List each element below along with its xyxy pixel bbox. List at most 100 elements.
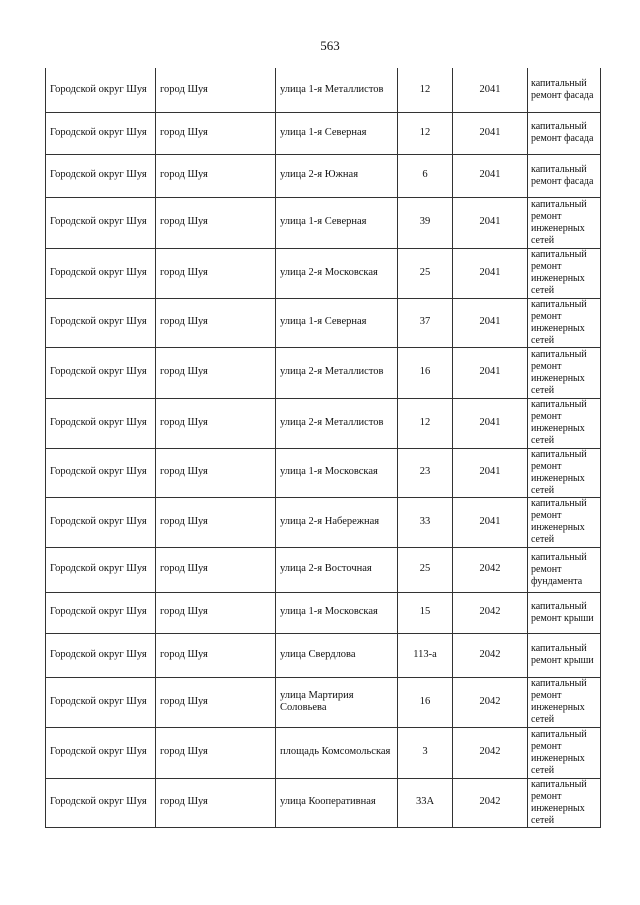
year-cell: 2042 xyxy=(452,726,528,779)
work-type-cell: капитальный ремонт инженерных сетей xyxy=(527,676,601,728)
street-cell: улица 2-я Восточная xyxy=(275,546,398,593)
work-type-cell: капитальный ремонт инженерных сетей xyxy=(527,297,601,348)
table-row: Городской округ Шуя город Шуя улица 1-я Се… xyxy=(45,111,601,155)
street-cell: улица 1-я Северная xyxy=(275,297,398,348)
house-number-cell: 3 xyxy=(397,726,453,779)
year-cell: 2042 xyxy=(452,777,528,828)
year-cell: 2042 xyxy=(452,676,528,728)
work-type-cell: капитальный ремонт фундамента xyxy=(527,546,601,593)
house-number-cell: 33 xyxy=(397,496,453,548)
district-cell: Городской округ Шуя xyxy=(45,726,156,779)
repair-schedule-table: Городской округ Шуя город Шуя улица 1-я Ме… xyxy=(45,68,601,828)
house-number-cell: 33А xyxy=(397,777,453,828)
district-cell: Городской округ Шуя xyxy=(45,496,156,548)
table-row: Городской округ Шуя город Шуя улица 2-я Ме… xyxy=(45,397,601,449)
year-cell: 2041 xyxy=(452,196,528,249)
table-row: Городской округ Шуя город Шуя улица 1-я Мо… xyxy=(45,447,601,498)
table-row: Городской округ Шуя город Шуя улица 2-я На… xyxy=(45,496,601,548)
district-cell: Городской округ Шуя xyxy=(45,297,156,348)
table-row: Городской округ Шуя город Шуя улица Свердл… xyxy=(45,632,601,678)
work-type-cell: капитальный ремонт инженерных сетей xyxy=(527,397,601,449)
house-number-cell: 6 xyxy=(397,153,453,198)
work-type-cell: капитальный ремонт фасада xyxy=(527,68,601,113)
table-row: Городской округ Шуя город Шуя улица Коопер… xyxy=(45,777,601,828)
year-cell: 2041 xyxy=(452,111,528,155)
city-cell: город Шуя xyxy=(155,632,276,678)
street-cell: улица 1-я Московская xyxy=(275,591,398,634)
district-cell: Городской округ Шуя xyxy=(45,591,156,634)
city-cell: город Шуя xyxy=(155,777,276,828)
district-cell: Городской округ Шуя xyxy=(45,247,156,299)
street-cell: улица 2-я Набережная xyxy=(275,496,398,548)
year-cell: 2041 xyxy=(452,153,528,198)
street-cell: улица 2-я Металлистов xyxy=(275,346,398,399)
city-cell: город Шуя xyxy=(155,546,276,593)
work-type-cell: капитальный ремонт инженерных сетей xyxy=(527,247,601,299)
street-cell: улица 2-я Московская xyxy=(275,247,398,299)
district-cell: Городской округ Шуя xyxy=(45,111,156,155)
work-type-cell: капитальный ремонт инженерных сетей xyxy=(527,777,601,828)
house-number-cell: 12 xyxy=(397,397,453,449)
district-cell: Городской округ Шуя xyxy=(45,546,156,593)
table-row: Городской округ Шуя город Шуя улица 1-я Се… xyxy=(45,297,601,348)
table-row: Городской округ Шуя город Шуя улица 2-я Мо… xyxy=(45,247,601,299)
district-cell: Городской округ Шуя xyxy=(45,346,156,399)
year-cell: 2042 xyxy=(452,546,528,593)
year-cell: 2041 xyxy=(452,68,528,113)
house-number-cell: 12 xyxy=(397,111,453,155)
city-cell: город Шуя xyxy=(155,196,276,249)
street-cell: улица 1-я Металлистов xyxy=(275,68,398,113)
city-cell: город Шуя xyxy=(155,247,276,299)
year-cell: 2041 xyxy=(452,397,528,449)
house-number-cell: 16 xyxy=(397,676,453,728)
page-number: 563 xyxy=(320,38,340,53)
street-cell: площадь Комсомольская xyxy=(275,726,398,779)
street-cell: улица 1-я Северная xyxy=(275,111,398,155)
house-number-cell: 37 xyxy=(397,297,453,348)
work-type-cell: капитальный ремонт инженерных сетей xyxy=(527,496,601,548)
work-type-cell: капитальный ремонт крыши xyxy=(527,632,601,678)
work-type-cell: капитальный ремонт инженерных сетей xyxy=(527,196,601,249)
street-cell: улица Свердлова xyxy=(275,632,398,678)
city-cell: город Шуя xyxy=(155,447,276,498)
city-cell: город Шуя xyxy=(155,153,276,198)
table-row: Городской округ Шуя город Шуя улица 2-я Ме… xyxy=(45,346,601,399)
district-cell: Городской округ Шуя xyxy=(45,68,156,113)
city-cell: город Шуя xyxy=(155,726,276,779)
district-cell: Городской округ Шуя xyxy=(45,676,156,728)
table-row: Городской округ Шуя город Шуя улица 1-я Мо… xyxy=(45,591,601,634)
year-cell: 2042 xyxy=(452,591,528,634)
street-cell: улица 1-я Северная xyxy=(275,196,398,249)
year-cell: 2041 xyxy=(452,496,528,548)
district-cell: Городской округ Шуя xyxy=(45,777,156,828)
street-cell: улица 1-я Московская xyxy=(275,447,398,498)
house-number-cell: 25 xyxy=(397,546,453,593)
work-type-cell: капитальный ремонт крыши xyxy=(527,591,601,634)
city-cell: город Шуя xyxy=(155,397,276,449)
city-cell: город Шуя xyxy=(155,68,276,113)
city-cell: город Шуя xyxy=(155,591,276,634)
table-row: Городской округ Шуя город Шуя улица Мартир… xyxy=(45,676,601,728)
street-cell: улица Кооперативная xyxy=(275,777,398,828)
house-number-cell: 15 xyxy=(397,591,453,634)
district-cell: Городской округ Шуя xyxy=(45,397,156,449)
year-cell: 2042 xyxy=(452,632,528,678)
year-cell: 2041 xyxy=(452,297,528,348)
work-type-cell: капитальный ремонт фасада xyxy=(527,153,601,198)
work-type-cell: капитальный ремонт инженерных сетей xyxy=(527,346,601,399)
district-cell: Городской округ Шуя xyxy=(45,632,156,678)
table-row: Городской округ Шуя город Шуя улица 1-я Се… xyxy=(45,196,601,249)
district-cell: Городской округ Шуя xyxy=(45,447,156,498)
year-cell: 2041 xyxy=(452,447,528,498)
work-type-cell: капитальный ремонт фасада xyxy=(527,111,601,155)
street-cell: улица Мартирия Соловьева xyxy=(275,676,398,728)
table-row: Городской округ Шуя город Шуя улица 2-я Юж… xyxy=(45,153,601,198)
table-row: Городской округ Шуя город Шуя улица 1-я Ме… xyxy=(45,68,601,113)
city-cell: город Шуя xyxy=(155,111,276,155)
work-type-cell: капитальный ремонт инженерных сетей xyxy=(527,726,601,779)
year-cell: 2041 xyxy=(452,247,528,299)
street-cell: улица 2-я Южная xyxy=(275,153,398,198)
city-cell: город Шуя xyxy=(155,496,276,548)
district-cell: Городской округ Шуя xyxy=(45,153,156,198)
city-cell: город Шуя xyxy=(155,297,276,348)
